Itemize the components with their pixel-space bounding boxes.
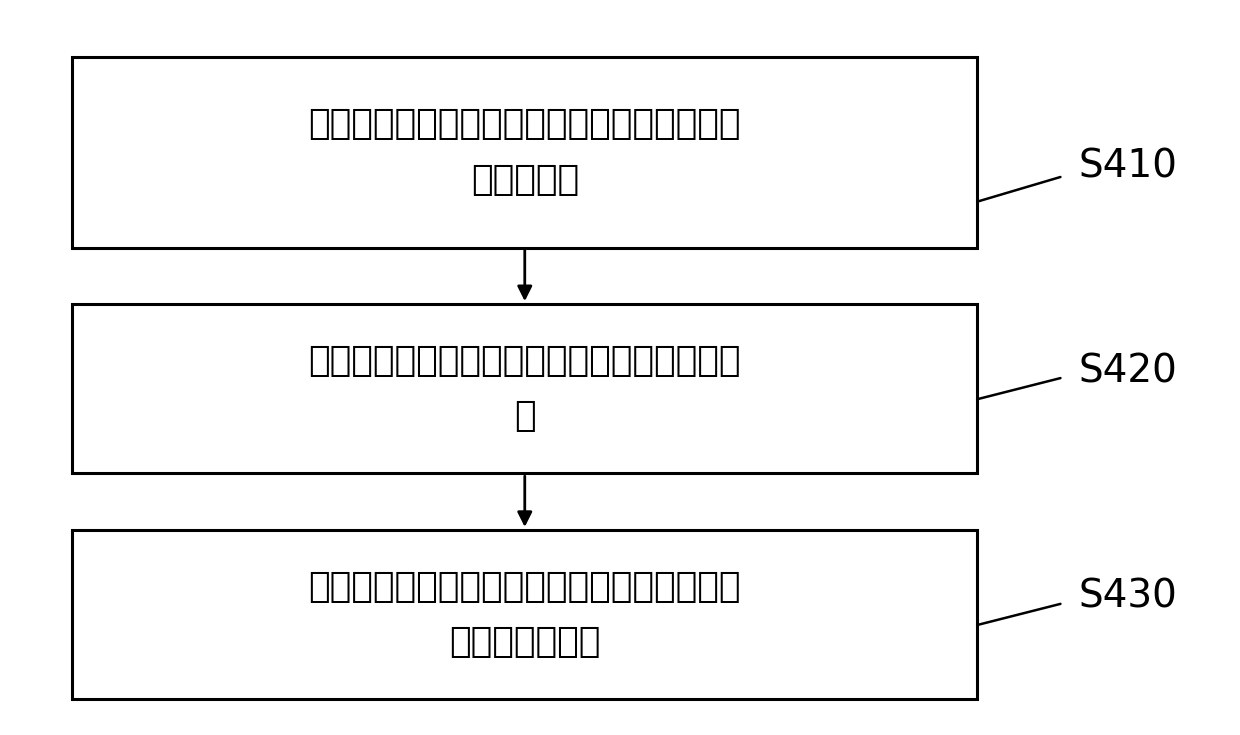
- Text: S430: S430: [1079, 578, 1177, 616]
- FancyBboxPatch shape: [72, 530, 977, 699]
- Text: S410: S410: [1079, 148, 1177, 185]
- FancyBboxPatch shape: [72, 57, 977, 248]
- Text: S420: S420: [1079, 352, 1177, 390]
- Text: 客户端通过稀疏方法获取二值化的有向静态网
络: 客户端通过稀疏方法获取二值化的有向静态网 络: [309, 344, 742, 434]
- Text: 客户端根据二值化的有向静态网络的阈值，计
算出动态脑网络: 客户端根据二值化的有向静态网络的阈值，计 算出动态脑网络: [309, 570, 742, 659]
- FancyBboxPatch shape: [72, 304, 977, 473]
- Text: 客户端读取预设时长，读取与预设时长所对应
的脑电信号: 客户端读取预设时长，读取与预设时长所对应 的脑电信号: [309, 107, 742, 197]
